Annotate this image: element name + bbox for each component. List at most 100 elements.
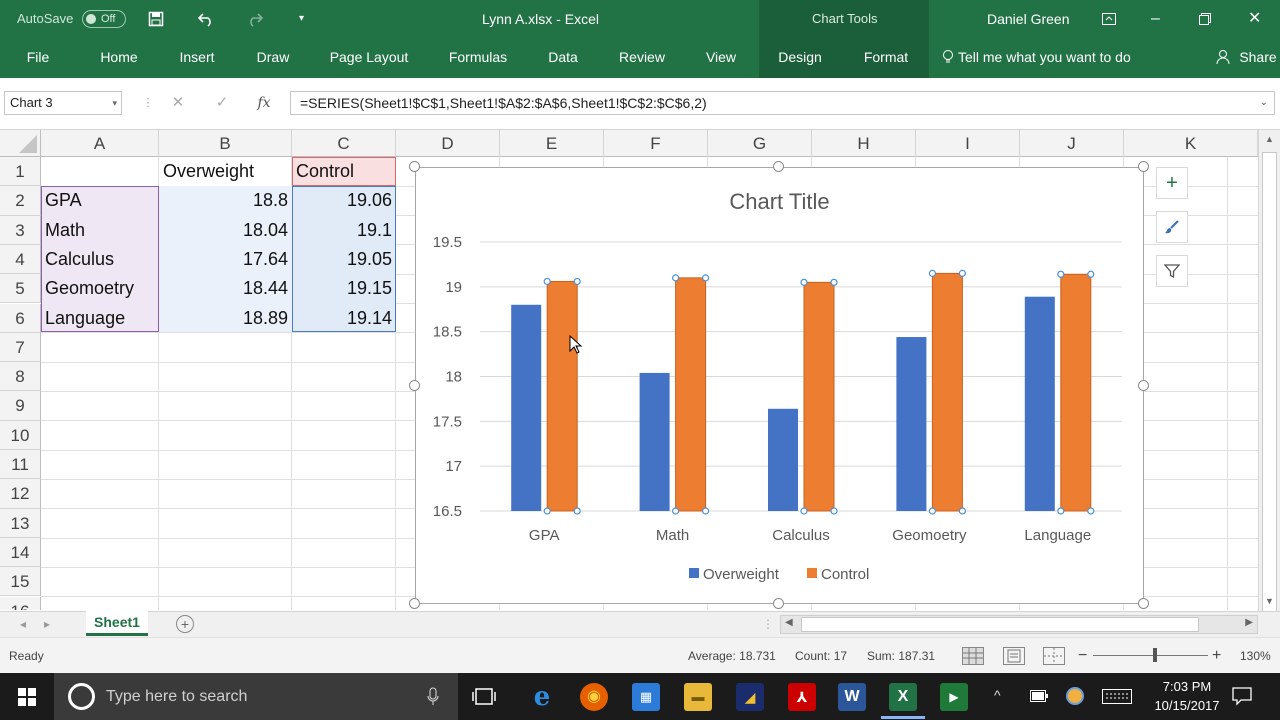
- zoom-level[interactable]: 130%: [1240, 649, 1271, 663]
- vertical-scrollbar[interactable]: ▲ ▼: [1258, 130, 1280, 612]
- column-header-b[interactable]: B: [159, 130, 292, 157]
- customize-qat-icon[interactable]: ▾: [299, 13, 305, 24]
- network-app-icon[interactable]: [1066, 687, 1084, 705]
- save-icon[interactable]: [148, 0, 164, 38]
- column-header-d[interactable]: D: [396, 130, 500, 157]
- cell-b5[interactable]: 18.44: [242, 278, 288, 299]
- cell-c4[interactable]: 19.05: [346, 248, 392, 269]
- tab-format[interactable]: Format: [863, 49, 909, 65]
- column-header-h[interactable]: H: [812, 130, 916, 157]
- status-average[interactable]: Average: 18.731: [688, 649, 776, 663]
- chart-elements-button[interactable]: +: [1156, 167, 1188, 199]
- normal-view-icon[interactable]: [962, 647, 984, 665]
- scroll-up-icon[interactable]: ▲: [1265, 134, 1274, 144]
- row-header-6[interactable]: 6: [0, 303, 41, 333]
- store-app-icon[interactable]: ▦: [632, 683, 660, 711]
- resize-handle-top-left[interactable]: [409, 161, 420, 172]
- cell-c6[interactable]: 19.14: [346, 307, 392, 328]
- action-center-icon[interactable]: [1232, 687, 1252, 706]
- row-header-4[interactable]: 4: [0, 244, 41, 275]
- scroll-left-icon[interactable]: ◀: [785, 617, 793, 628]
- chart-object[interactable]: Chart Title 19.5 19 18.5 18 17.5 17 16.5 GPA Ma…: [415, 167, 1144, 604]
- row-header-1[interactable]: 1: [0, 157, 41, 187]
- tab-data[interactable]: Data: [548, 49, 578, 65]
- scrollbar-thumb[interactable]: [1262, 152, 1277, 612]
- bar-control-geomoetry[interactable]: [931, 272, 963, 512]
- minimize-icon[interactable]: –: [1151, 10, 1160, 27]
- sheet-tab-sheet1[interactable]: Sheet1: [86, 611, 148, 636]
- row-header-3[interactable]: 3: [0, 215, 41, 245]
- file-explorer-icon[interactable]: ▬: [684, 683, 712, 711]
- column-header-f[interactable]: F: [604, 130, 708, 157]
- legend-swatch-overweight[interactable]: [689, 568, 699, 578]
- cell-c2[interactable]: 19.06: [346, 190, 392, 211]
- taskbar-clock[interactable]: 7:03 PM 10/15/2017: [1144, 677, 1230, 715]
- tab-design[interactable]: Design: [778, 49, 822, 65]
- row-header-2[interactable]: 2: [0, 186, 41, 216]
- column-header-a[interactable]: A: [41, 130, 159, 157]
- row-header-8[interactable]: 8: [0, 362, 41, 392]
- status-sum[interactable]: Sum: 187.31: [867, 649, 936, 663]
- row-header-10[interactable]: 10: [0, 420, 41, 450]
- recorder-app-icon[interactable]: ▶: [940, 683, 968, 711]
- scroll-right-icon[interactable]: ▶: [1245, 617, 1253, 628]
- tab-insert[interactable]: Insert: [179, 49, 215, 65]
- cell-c3[interactable]: 19.1: [356, 219, 392, 240]
- row-header-15[interactable]: 15: [0, 567, 41, 597]
- battery-icon[interactable]: [1030, 690, 1048, 702]
- resize-handle-right[interactable]: [1138, 380, 1149, 391]
- resize-handle-top-right[interactable]: [1138, 161, 1149, 172]
- cell-a3[interactable]: Math: [45, 219, 86, 240]
- close-icon[interactable]: ✕: [1248, 10, 1262, 27]
- firefox-icon[interactable]: ◉: [580, 683, 608, 711]
- chart-legend[interactable]: Overweight Control: [689, 566, 869, 583]
- sheet-next-icon[interactable]: ▸: [44, 617, 51, 631]
- share-button[interactable]: Share: [1239, 49, 1277, 65]
- horizontal-scrollbar[interactable]: ◀ ▶: [780, 615, 1258, 634]
- tab-home[interactable]: Home: [100, 49, 138, 65]
- bar-control-math[interactable]: [675, 277, 707, 512]
- chart-filters-button[interactable]: [1156, 255, 1188, 287]
- cell-b1[interactable]: Overweight: [163, 161, 255, 181]
- chart-styles-button[interactable]: [1156, 211, 1188, 243]
- resize-handle-left[interactable]: [409, 380, 420, 391]
- bar-control-language[interactable]: [1060, 273, 1092, 512]
- redo-icon[interactable]: [246, 0, 264, 38]
- legend-swatch-control[interactable]: [807, 568, 817, 578]
- row-header-5[interactable]: 5: [0, 274, 41, 304]
- cell-c1[interactable]: Control: [296, 161, 355, 181]
- bar-overweight-geomoetry[interactable]: [896, 337, 927, 511]
- zoom-slider[interactable]: [1093, 655, 1208, 656]
- cell-a2[interactable]: GPA: [45, 190, 82, 211]
- status-count[interactable]: Count: 17: [795, 649, 848, 663]
- word-icon[interactable]: W: [838, 683, 866, 711]
- edge-browser-icon[interactable]: e: [533, 682, 551, 712]
- cancel-icon[interactable]: ✕: [171, 94, 185, 111]
- tell-me-search[interactable]: Tell me what you want to do: [958, 49, 1131, 65]
- column-header-c[interactable]: C: [292, 130, 396, 157]
- column-header-k[interactable]: K: [1124, 130, 1258, 157]
- resize-handle-top[interactable]: [773, 161, 784, 172]
- bar-overweight-math[interactable]: [639, 372, 670, 511]
- page-break-view-icon[interactable]: [1043, 647, 1065, 665]
- bar-control-gpa[interactable]: [546, 280, 578, 512]
- cell-b2[interactable]: 18.8: [252, 190, 288, 211]
- tab-view[interactable]: View: [705, 49, 737, 65]
- show-hidden-icons-icon[interactable]: ^: [994, 687, 1001, 703]
- tab-file[interactable]: File: [26, 49, 50, 65]
- insert-function-icon[interactable]: fx: [257, 95, 271, 111]
- chart-svg[interactable]: Chart Title 19.5 19 18.5 18 17.5 17 16.5 GPA Ma…: [416, 168, 1143, 603]
- autosave-toggle[interactable]: Off: [82, 10, 126, 28]
- resize-handle-bottom[interactable]: [773, 598, 784, 609]
- resize-handle-bottom-right[interactable]: [1138, 598, 1149, 609]
- microphone-icon[interactable]: [427, 687, 439, 706]
- tab-review[interactable]: Review: [619, 49, 665, 65]
- bar-overweight-calculus[interactable]: [768, 408, 798, 511]
- tab-page-layout[interactable]: Page Layout: [329, 49, 409, 65]
- cell-b6[interactable]: 18.89: [242, 307, 288, 328]
- acrobat-icon[interactable]: ⅄: [788, 683, 816, 711]
- page-layout-view-icon[interactable]: [1003, 647, 1025, 665]
- cell-b4[interactable]: 17.64: [242, 248, 288, 269]
- tab-draw[interactable]: Draw: [256, 49, 290, 65]
- cell-b3[interactable]: 18.04: [242, 219, 288, 240]
